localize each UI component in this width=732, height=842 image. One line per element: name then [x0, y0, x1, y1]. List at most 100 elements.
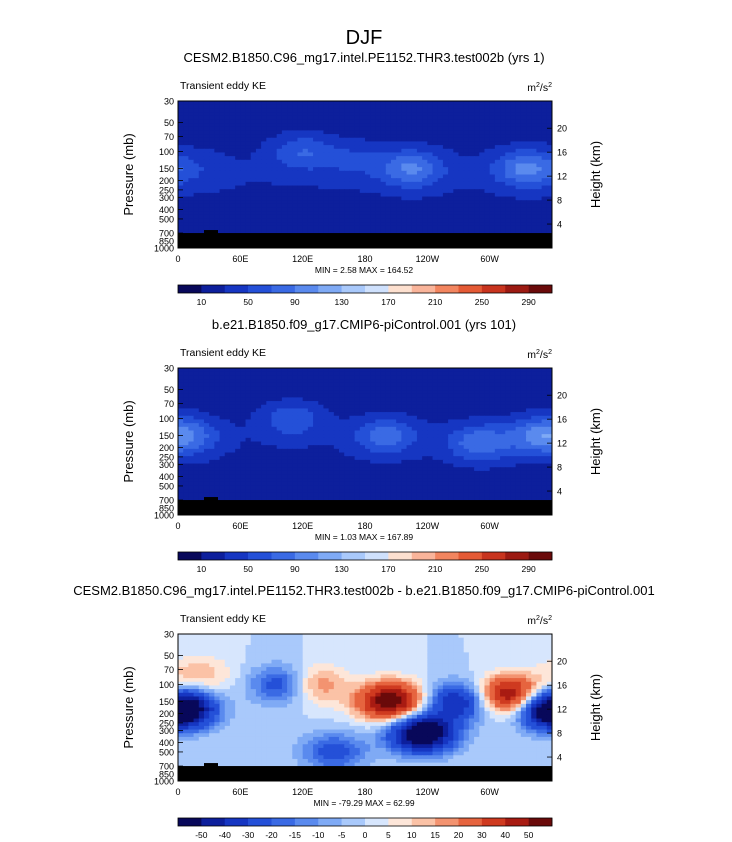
heatmap-cell: [510, 112, 517, 117]
heatmap-cell: [302, 445, 309, 450]
heatmap-cell: [323, 196, 330, 201]
heatmap-cell: [193, 229, 200, 234]
heatmap-cell: [411, 203, 418, 209]
heatmap-cell: [390, 401, 397, 406]
heatmap-cell: [276, 108, 283, 113]
heatmap-cell: [188, 181, 195, 187]
heatmap-cell: [520, 196, 527, 201]
heatmap-cell: [323, 185, 330, 190]
heatmap-cell: [203, 156, 210, 161]
heatmap-cell: [198, 412, 205, 417]
heatmap-cell: [328, 419, 335, 424]
heatmap-cell: [520, 104, 527, 109]
heatmap-cell: [250, 218, 257, 223]
heatmap-cell: [255, 408, 262, 413]
heatmap-cell: [422, 225, 428, 231]
heatmap-cell: [344, 203, 351, 209]
heatmap-cell: [385, 152, 392, 157]
heatmap-cell: [437, 126, 444, 131]
x-tick-label: 120W: [416, 254, 440, 264]
heatmap-cell: [489, 112, 496, 117]
heatmap-cell: [453, 119, 460, 124]
heatmap-cell: [390, 229, 397, 234]
heatmap-cell: [328, 167, 335, 172]
heatmap-cell: [318, 156, 325, 161]
heatmap-cell: [401, 437, 408, 443]
heatmap-cell: [437, 423, 444, 428]
heatmap-cell: [261, 189, 267, 194]
heatmap-cell: [255, 415, 262, 421]
heatmap-cell: [219, 218, 226, 223]
heatmap-cell: [209, 156, 215, 161]
heatmap-cell: [219, 181, 226, 187]
heatmap-cell: [297, 393, 304, 398]
heatmap-cell: [453, 430, 460, 435]
heatmap-cell: [266, 445, 273, 450]
heatmap-cell: [385, 441, 392, 446]
heatmap-cell: [437, 145, 444, 150]
heatmap-cell: [287, 214, 293, 220]
heatmap-cell: [510, 382, 517, 387]
heatmap-cell: [240, 467, 247, 472]
heatmap-cell: [432, 404, 439, 410]
heatmap-cell: [448, 145, 454, 150]
heatmap-cell: [500, 426, 506, 432]
heatmap-cell: [229, 200, 236, 205]
y-axis-label: Pressure (mb): [121, 133, 136, 215]
heatmap-cell: [380, 448, 387, 454]
heatmap-cell: [307, 441, 314, 446]
heatmap-cell: [214, 222, 221, 227]
heatmap-cell: [198, 185, 205, 190]
heatmap-cell: [302, 211, 309, 216]
heatmap-cell: [344, 375, 351, 380]
heatmap-cell: [479, 189, 486, 194]
heatmap-cell: [505, 463, 512, 468]
heatmap-cell: [235, 185, 241, 190]
heatmap-cell: [484, 148, 491, 154]
heatmap-cell: [531, 419, 538, 424]
heatmap-cell: [406, 159, 413, 165]
heatmap-cell: [255, 200, 262, 205]
heatmap-cell: [292, 371, 299, 376]
heatmap-cell: [380, 456, 387, 461]
heatmap-cell: [209, 393, 215, 398]
heatmap-cell: [406, 448, 413, 454]
heatmap-cell: [193, 434, 200, 439]
heatmap-cell: [401, 371, 408, 376]
heatmap-cell: [287, 126, 293, 131]
heatmap-cell: [276, 145, 283, 150]
heatmap-cell: [396, 393, 402, 398]
heatmap-cell: [510, 163, 517, 168]
heatmap-cell: [468, 375, 475, 380]
heatmap-cell: [505, 218, 512, 223]
heatmap-cell: [188, 371, 195, 376]
heatmap-cell: [500, 404, 506, 410]
heatmap-cell: [515, 108, 522, 113]
heatmap-cell: [250, 137, 257, 143]
heatmap-cell: [183, 423, 189, 428]
heatmap-cell: [313, 192, 319, 198]
heatmap-cell: [531, 456, 538, 461]
heatmap-cell: [365, 368, 371, 373]
heatmap-cell: [198, 108, 205, 113]
heatmap-cell: [416, 185, 423, 190]
heatmap-cell: [292, 145, 299, 150]
heatmap-cell: [245, 134, 252, 139]
heatmap-cell: [437, 185, 444, 190]
heatmap-cell: [380, 371, 387, 376]
heatmap-cell: [307, 222, 314, 227]
heatmap-cell: [261, 207, 267, 212]
heatmap-cell: [307, 163, 314, 168]
heatmap-cell: [484, 112, 491, 117]
heatmap-cell: [323, 415, 330, 421]
heatmap-cell: [380, 119, 387, 124]
heatmap-cell: [500, 163, 506, 168]
heatmap-cell: [489, 170, 496, 176]
heatmap-cell: [302, 222, 309, 227]
heatmap-cell: [474, 415, 480, 421]
heatmap-cell: [536, 163, 543, 168]
heatmap-cell: [510, 192, 517, 198]
heatmap-cell: [416, 145, 423, 150]
heatmap-cell: [437, 371, 444, 376]
heatmap-cell: [344, 214, 351, 220]
